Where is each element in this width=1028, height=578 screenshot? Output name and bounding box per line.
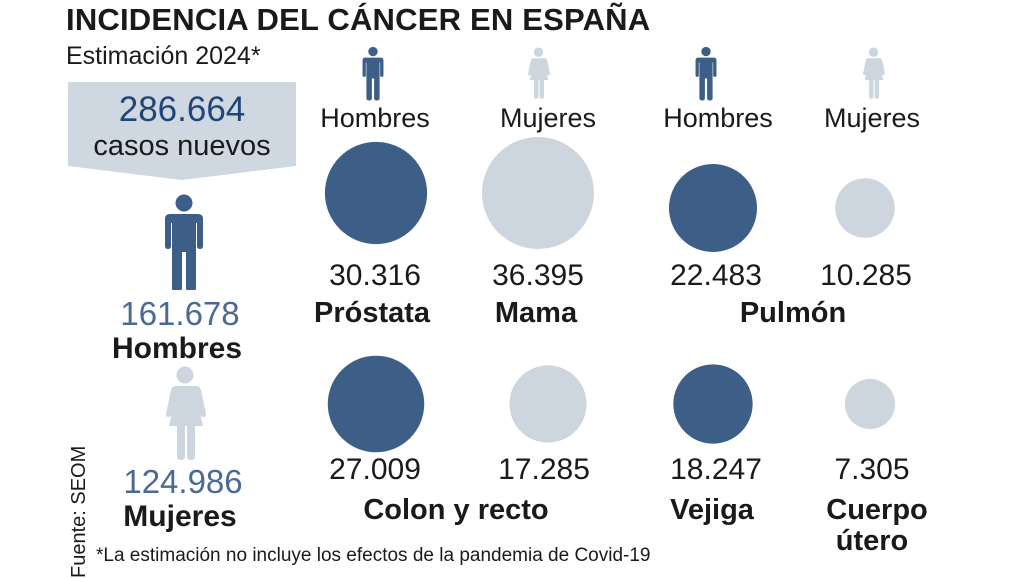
total-callout <box>68 82 296 182</box>
subtitle: Estimación 2024* <box>66 42 261 70</box>
bubble-cuerpo-útero-mujeres <box>844 378 896 430</box>
man-icon <box>695 46 717 101</box>
page-title: INCIDENCIA DEL CÁNCER EN ESPAÑA <box>66 2 651 37</box>
bubble-próstata-hombres <box>324 141 428 245</box>
cancer-label-utero: útero <box>835 525 909 557</box>
value-label: 22.483 <box>670 259 762 292</box>
cancer-label-cuerpo: Cuerpo <box>826 494 928 526</box>
cancer-label-vejiga: Vejiga <box>670 494 754 526</box>
woman-icon <box>166 366 206 460</box>
column-header-men: Hombres <box>320 103 430 133</box>
column-header-women: Mujeres <box>823 103 921 133</box>
total-value: 286.664 <box>118 90 246 129</box>
men-total-label: Hombres <box>111 332 243 365</box>
total-label: casos nuevos <box>93 130 271 162</box>
bubble-colon-y-recto-mujeres <box>509 365 587 443</box>
bubble-pulmón-mujeres <box>835 178 895 238</box>
bubble-vejiga-hombres <box>673 364 753 444</box>
bubble-colon-y-recto-hombres <box>327 355 425 453</box>
footnote: *La estimación no incluye los efectos de… <box>96 545 651 566</box>
cancer-label-prostata: Próstata <box>313 297 431 329</box>
column-header-men: Hombres <box>663 103 773 133</box>
value-label: 36.395 <box>492 259 584 292</box>
woman-icon <box>863 47 885 99</box>
cancer-label-mama: Mama <box>494 297 578 329</box>
woman-icon <box>528 47 550 99</box>
value-label: 30.316 <box>329 259 421 292</box>
cancer-label-pulmon: Pulmón <box>739 297 847 329</box>
bubble-pulmón-hombres <box>668 163 758 253</box>
women-total-label: Mujeres <box>123 500 237 533</box>
women-total-value: 124.986 <box>123 463 243 500</box>
column-header-women: Mujeres <box>499 103 597 133</box>
man-icon <box>362 46 384 101</box>
bubble-mama-mujeres <box>482 137 594 249</box>
value-label: 7.305 <box>834 453 910 486</box>
cancer-label-colon: Colon y recto <box>363 494 549 526</box>
source: Fuente: SEOM <box>68 445 90 578</box>
man-icon <box>165 194 203 290</box>
value-label: 27.009 <box>329 453 421 486</box>
value-label: 17.285 <box>498 453 590 486</box>
value-label: 18.247 <box>670 453 762 486</box>
men-total-value: 161.678 <box>120 295 240 332</box>
value-label: 10.285 <box>820 259 912 292</box>
